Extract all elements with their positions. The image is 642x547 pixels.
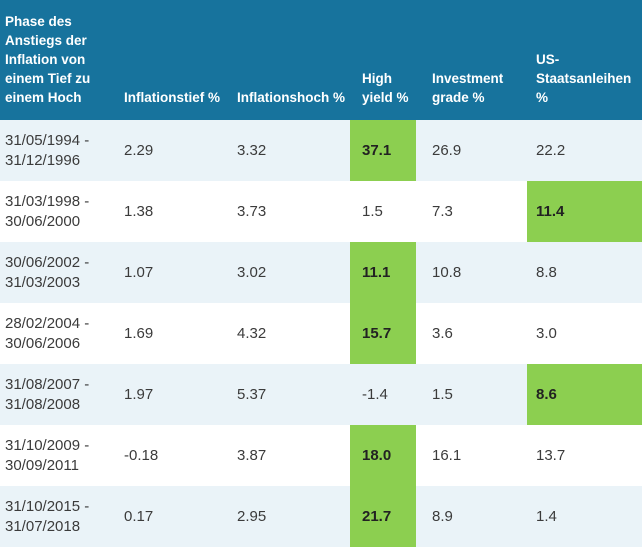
us_staatsanleihen-value-cell: 1.4 xyxy=(527,486,642,547)
us_staatsanleihen-value-cell: 8.6 xyxy=(527,364,642,425)
phase-cell: 30/06/2002 - 31/03/2003 xyxy=(0,242,118,303)
high_yield-value-cell: 11.1 xyxy=(350,242,416,303)
table-row: 30/06/2002 - 31/03/2003 1.07 3.02 11.1 10.8 8… xyxy=(0,242,642,303)
inflationstief-value-cell: 1.69 xyxy=(118,303,232,364)
column-header-investment_grade: Investment grade % xyxy=(432,71,504,105)
phase-cell: 28/02/2004 - 30/06/2006 xyxy=(0,303,118,364)
high_yield-value-cell: 1.5 xyxy=(350,181,416,242)
us_staatsanleihen-value-cell: 3.0 xyxy=(527,303,642,364)
inflationshoch-value-cell: 4.32 xyxy=(232,303,350,364)
inflationshoch-value-cell: 2.95 xyxy=(232,486,350,547)
high_yield-value-cell: 37.1 xyxy=(350,120,416,181)
us_staatsanleihen-value-cell: 13.7 xyxy=(527,425,642,486)
us_staatsanleihen-value-cell: 22.2 xyxy=(527,120,642,181)
inflationshoch-value-cell: 3.73 xyxy=(232,181,350,242)
investment_grade-value-cell: 1.5 xyxy=(416,364,527,425)
table-body: 31/05/1994 - 31/12/1996 2.29 3.32 37.1 26.9 2… xyxy=(0,120,642,547)
inflationstief-value-cell: 2.29 xyxy=(118,120,232,181)
us_staatsanleihen-value-cell: 8.8 xyxy=(527,242,642,303)
investment_grade-value-cell: 3.6 xyxy=(416,303,527,364)
inflationshoch-value-cell: 3.02 xyxy=(232,242,350,303)
table-row: 28/02/2004 - 30/06/2006 1.69 4.32 15.7 3.6 3.… xyxy=(0,303,642,364)
table-row: 31/05/1994 - 31/12/1996 2.29 3.32 37.1 26.9 2… xyxy=(0,120,642,181)
high_yield-value-cell: 18.0 xyxy=(350,425,416,486)
inflationstief-value-cell: 1.97 xyxy=(118,364,232,425)
phase-cell: 31/05/1994 - 31/12/1996 xyxy=(0,120,118,181)
inflationshoch-value-cell: 3.32 xyxy=(232,120,350,181)
investment_grade-value-cell: 16.1 xyxy=(416,425,527,486)
table-row: 31/03/1998 - 30/06/2000 1.38 3.73 1.5 7.3 11.… xyxy=(0,181,642,242)
inflationstief-value-cell: 1.07 xyxy=(118,242,232,303)
column-header-inflationstief: Inflationstief % xyxy=(124,90,221,105)
high_yield-value-cell: -1.4 xyxy=(350,364,416,425)
inflationshoch-value-cell: 3.87 xyxy=(232,425,350,486)
high_yield-value-cell: 21.7 xyxy=(350,486,416,547)
high_yield-value-cell: 15.7 xyxy=(350,303,416,364)
column-header-us_staatsanleihen: US-Staatsanleihen % xyxy=(536,52,632,105)
us_staatsanleihen-value-cell: 11.4 xyxy=(527,181,642,242)
phase-cell: 31/10/2009 - 30/09/2011 xyxy=(0,425,118,486)
investment_grade-value-cell: 26.9 xyxy=(416,120,527,181)
header-row: Phase des Anstiegs der Inflation von ein… xyxy=(0,0,642,120)
investment_grade-value-cell: 7.3 xyxy=(416,181,527,242)
inflationstief-value-cell: 1.38 xyxy=(118,181,232,242)
phase-cell: 31/10/2015 - 31/07/2018 xyxy=(0,486,118,547)
investment_grade-value-cell: 10.8 xyxy=(416,242,527,303)
inflationstief-value-cell: -0.18 xyxy=(118,425,232,486)
column-header-high_yield: High yield % xyxy=(362,71,409,105)
table-row: 31/10/2015 - 31/07/2018 0.17 2.95 21.7 8.9 1.… xyxy=(0,486,642,547)
column-header-phase: Phase des Anstiegs der Inflation von ein… xyxy=(5,14,91,105)
column-header-inflationshoch: Inflationshoch % xyxy=(237,90,345,105)
inflationstief-value-cell: 0.17 xyxy=(118,486,232,547)
table-row: 31/08/2007 - 31/08/2008 1.97 5.37 -1.4 1.5 8.… xyxy=(0,364,642,425)
inflationshoch-value-cell: 5.37 xyxy=(232,364,350,425)
phase-cell: 31/03/1998 - 30/06/2000 xyxy=(0,181,118,242)
phase-cell: 31/08/2007 - 31/08/2008 xyxy=(0,364,118,425)
table-row: 31/10/2009 - 30/09/2011 -0.18 3.87 18.0 16.1… xyxy=(0,425,642,486)
investment_grade-value-cell: 8.9 xyxy=(416,486,527,547)
